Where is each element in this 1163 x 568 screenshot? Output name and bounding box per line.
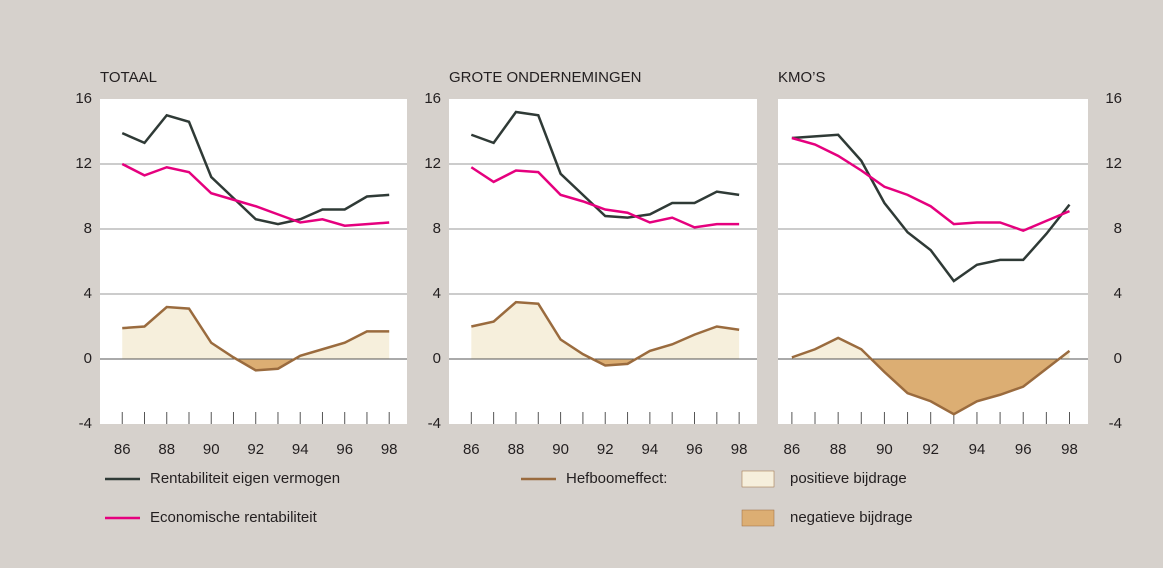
legend-label: Rentabiliteit eigen vermogen	[150, 470, 340, 487]
x-tick-label: 94	[292, 441, 309, 458]
x-tick-label: 86	[463, 441, 480, 458]
series-line	[791, 133, 1071, 283]
negative-area	[791, 359, 1070, 415]
x-tick-label: 98	[381, 441, 398, 458]
y-tick-label: 0	[1114, 350, 1122, 367]
series-line	[791, 136, 1070, 232]
series-line	[121, 162, 390, 228]
y-tick-label: 4	[84, 285, 92, 302]
x-tick-label: 88	[508, 441, 525, 458]
plot-area	[449, 99, 757, 424]
legend-label: negatieve bijdrage	[790, 509, 913, 526]
y-tick-label: 8	[1114, 220, 1122, 237]
x-tick-label: 92	[247, 441, 264, 458]
legend-label: positieve bijdrage	[790, 470, 907, 487]
panel-title: TOTAAL	[100, 69, 157, 86]
x-tick-label: 86	[784, 441, 801, 458]
negative-area	[122, 359, 390, 371]
y-tick-label: 4	[433, 285, 441, 302]
y-tick-label: 16	[424, 90, 441, 107]
series-line	[470, 110, 740, 219]
x-tick-label: 94	[642, 441, 659, 458]
y-tick-label: -4	[1109, 415, 1122, 432]
y-tick-label: 12	[75, 155, 92, 172]
y-tick-label: 16	[75, 90, 92, 107]
y-tick-label: 16	[1105, 90, 1122, 107]
series-line	[121, 113, 390, 226]
x-tick-label: 96	[1015, 441, 1032, 458]
x-tick-label: 98	[1061, 441, 1078, 458]
x-tick-label: 98	[731, 441, 748, 458]
positive-area	[122, 307, 390, 359]
x-tick-label: 88	[158, 441, 175, 458]
x-tick-label: 88	[830, 441, 847, 458]
series-line	[791, 336, 1071, 416]
x-tick-label: 94	[969, 441, 986, 458]
y-tick-label: 4	[1114, 285, 1122, 302]
negative-area	[471, 359, 740, 366]
x-tick-label: 86	[114, 441, 131, 458]
x-tick-label: 90	[552, 441, 569, 458]
y-tick-label: -4	[79, 415, 92, 432]
panel-title: GROTE ONDERNEMINGEN	[449, 69, 642, 86]
legend-label: Hefboomeffect:	[566, 470, 667, 487]
plot-area	[100, 99, 407, 424]
positive-area	[791, 337, 1070, 359]
x-tick-label: 90	[203, 441, 220, 458]
y-tick-label: 12	[424, 155, 441, 172]
y-tick-label: 12	[1105, 155, 1122, 172]
y-tick-label: 0	[433, 350, 441, 367]
legend-patch	[741, 470, 775, 488]
series-line	[470, 166, 740, 229]
x-tick-label: 96	[336, 441, 353, 458]
x-tick-label: 96	[686, 441, 703, 458]
y-tick-label: 0	[84, 350, 92, 367]
x-tick-label: 92	[597, 441, 614, 458]
x-tick-label: 92	[922, 441, 939, 458]
y-tick-label: -4	[428, 415, 441, 432]
y-tick-label: 8	[433, 220, 441, 237]
series-line	[471, 300, 740, 367]
x-tick-label: 90	[876, 441, 893, 458]
legend-patch	[741, 509, 775, 527]
y-tick-label: 8	[84, 220, 92, 237]
legend-label: Economische rentabiliteit	[150, 509, 318, 526]
panel-title: KMO’S	[778, 69, 826, 86]
series-line	[122, 305, 390, 372]
